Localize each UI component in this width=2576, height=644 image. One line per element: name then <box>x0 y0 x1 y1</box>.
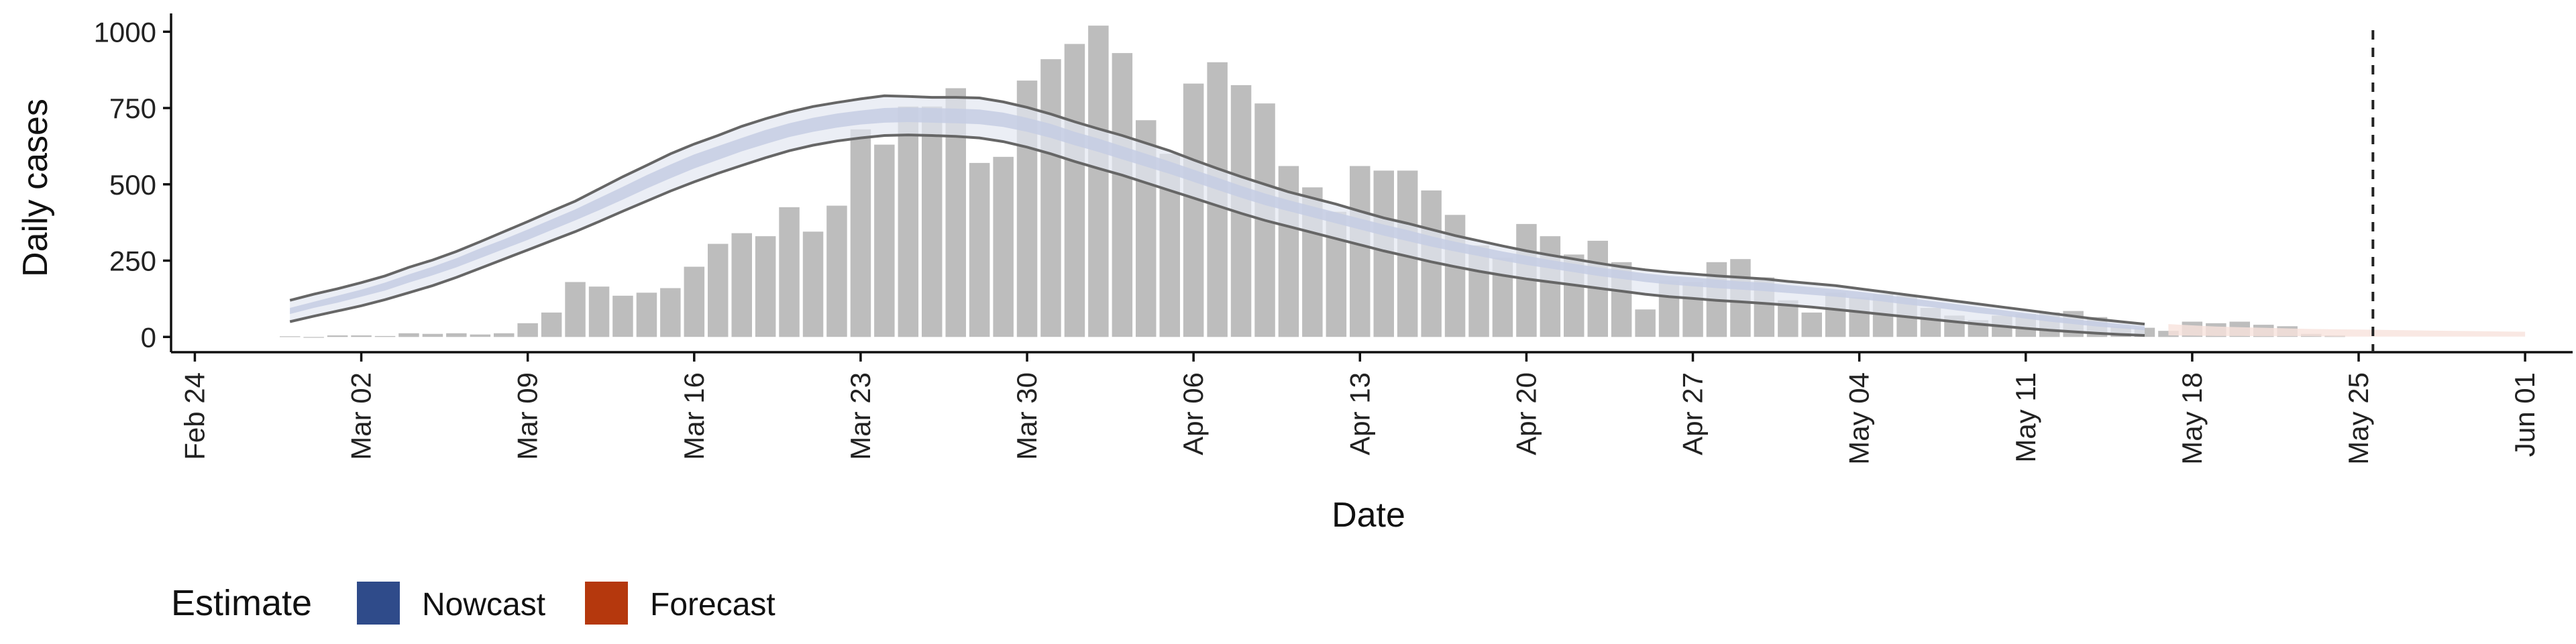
bar <box>993 156 1014 337</box>
legend-label: Forecast <box>650 587 775 623</box>
legend: Estimate Nowcast Forecast <box>171 582 775 625</box>
x-tick-label: May 25 <box>2343 372 2374 465</box>
bar <box>280 336 301 337</box>
bar <box>327 335 348 337</box>
bar <box>969 162 990 337</box>
bar <box>1112 53 1133 337</box>
bar <box>898 106 919 337</box>
bar <box>636 292 657 337</box>
legend-title: Estimate <box>171 583 312 623</box>
x-tick-label: Apr 27 <box>1677 372 1709 455</box>
nowcast-layer <box>289 94 2145 337</box>
x-tick-label: Mar 30 <box>1011 372 1042 460</box>
x-tick-label: May 18 <box>2176 372 2208 465</box>
bar <box>541 312 562 337</box>
legend-label: Nowcast <box>422 587 545 623</box>
bar <box>802 231 824 337</box>
nowcast-upper-line <box>289 94 2145 326</box>
y-tick-label: 500 <box>109 169 156 201</box>
bar <box>1040 59 1061 337</box>
bar <box>731 233 752 337</box>
x-tick-label: Jun 01 <box>2509 372 2540 457</box>
bar <box>1183 83 1204 337</box>
forecast-band <box>2168 324 2526 337</box>
bar <box>446 333 467 337</box>
x-tick-label: Feb 24 <box>178 372 210 460</box>
nowcast-outer-band <box>290 95 2145 336</box>
bar <box>922 106 943 337</box>
y-axis-title: Daily cases <box>16 99 55 277</box>
nowcast-inner-band <box>290 107 2145 331</box>
bars-layer <box>280 25 2345 338</box>
bar <box>1350 166 1371 337</box>
nowcast-lower-line <box>289 133 2145 337</box>
bar <box>874 144 895 337</box>
y-tick-label: 0 <box>141 321 156 353</box>
bar <box>398 333 419 337</box>
bar <box>708 244 729 337</box>
bar <box>517 323 538 337</box>
bar <box>1064 44 1085 337</box>
forecast-layer <box>2168 324 2526 337</box>
bar <box>374 335 396 337</box>
bar <box>565 282 586 337</box>
x-tick-label: Apr 06 <box>1177 372 1209 455</box>
bar <box>660 288 681 337</box>
bar <box>588 286 610 337</box>
x-tick-label: Apr 13 <box>1344 372 1375 455</box>
x-tick-label: Mar 23 <box>845 372 876 460</box>
bar <box>612 295 633 337</box>
axes-layer: 0 250 500 750 1000 Feb 24 Mar 02 Mar 09 Mar 16 Ma… <box>94 13 2573 465</box>
x-tick-label: Mar 09 <box>512 372 543 460</box>
bar <box>826 205 847 337</box>
bar <box>470 334 491 337</box>
bar <box>1088 25 1109 337</box>
bar <box>850 129 871 337</box>
bar <box>755 236 776 337</box>
bar <box>1801 312 1822 337</box>
y-tick-label: 1000 <box>94 16 156 48</box>
legend-swatch <box>357 582 400 625</box>
x-axis-title: Date <box>1332 496 1405 535</box>
y-tick-label: 250 <box>109 246 156 277</box>
x-tick-label: Mar 02 <box>345 372 377 460</box>
x-tick-label: Mar 16 <box>678 372 710 460</box>
x-tick-label: May 04 <box>1843 372 1875 465</box>
bar <box>779 207 800 337</box>
x-tick-label: May 11 <box>2010 372 2041 463</box>
bar <box>351 335 372 337</box>
legend-swatch <box>585 582 628 625</box>
x-tick-label: Apr 20 <box>1510 372 1542 455</box>
bar <box>684 266 705 337</box>
bar <box>494 333 515 337</box>
y-tick-label: 750 <box>109 93 156 124</box>
bar <box>1540 236 1561 337</box>
bar <box>422 333 443 337</box>
bar <box>1635 309 1656 337</box>
